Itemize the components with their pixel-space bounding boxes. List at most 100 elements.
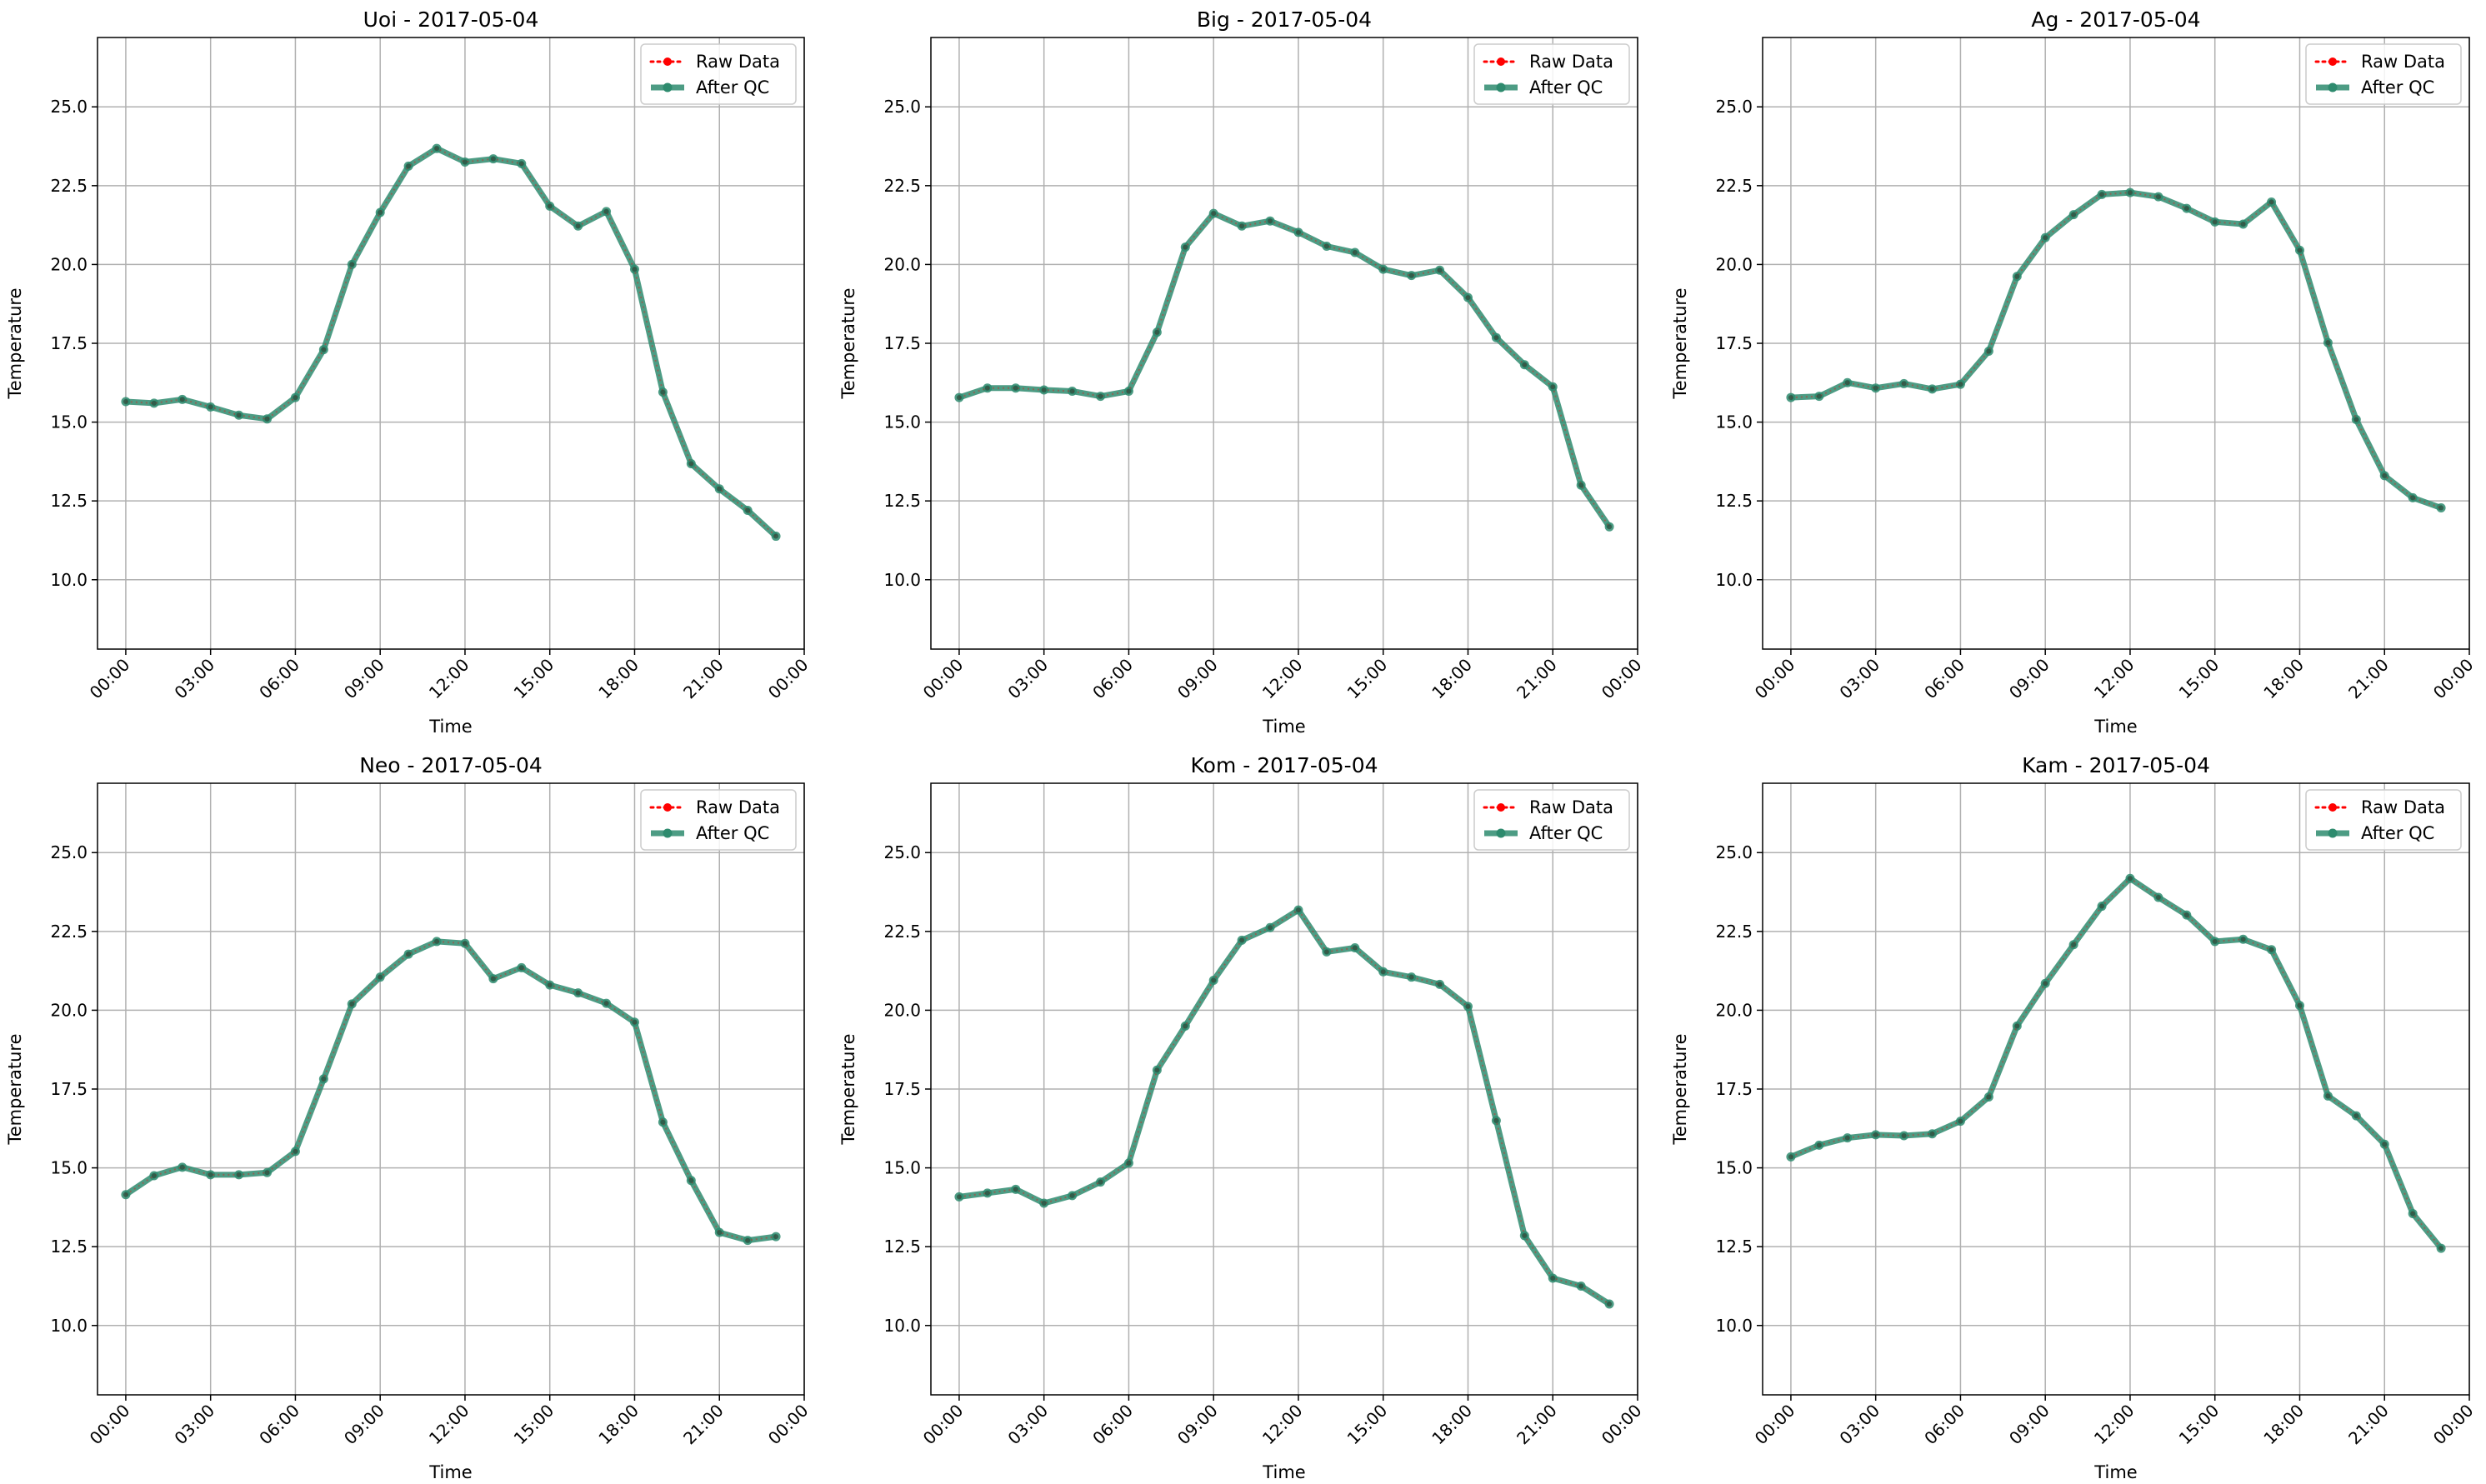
point-raw-data xyxy=(1578,1283,1584,1289)
x-tick-label: 03:00 xyxy=(1835,655,1883,703)
point-raw-data xyxy=(1929,1131,1935,1137)
point-raw-data xyxy=(1901,381,1907,387)
legend-marker-after-qc xyxy=(1496,82,1506,92)
point-raw-data xyxy=(264,1170,270,1176)
x-tick-label: 00:00 xyxy=(764,655,813,703)
point-raw-data xyxy=(490,976,496,982)
point-raw-data xyxy=(1873,385,1878,391)
point-raw-data xyxy=(773,533,779,539)
point-raw-data xyxy=(1211,211,1217,217)
y-tick-label: 12.5 xyxy=(50,1237,88,1257)
point-raw-data xyxy=(2043,981,2048,987)
point-raw-data xyxy=(575,990,581,996)
x-tick-label: 00:00 xyxy=(1598,655,1646,703)
point-raw-data xyxy=(1607,1302,1613,1307)
legend: Raw Data After QC xyxy=(1473,789,1630,851)
y-tick-label: 10.0 xyxy=(1715,1316,1753,1336)
series-line-raw-data xyxy=(958,212,1610,527)
point-raw-data xyxy=(1578,482,1584,488)
point-raw-data xyxy=(1154,329,1160,335)
point-raw-data xyxy=(1844,1135,1850,1141)
x-tick-label: 09:00 xyxy=(1173,1401,1222,1449)
point-raw-data xyxy=(688,461,694,467)
point-raw-data xyxy=(2410,1211,2416,1217)
x-tick-label: 03:00 xyxy=(1003,1401,1052,1449)
axes-frame xyxy=(1762,37,2470,650)
y-tick-label: 10.0 xyxy=(883,570,921,590)
legend-label-after-qc: After QC xyxy=(696,823,769,843)
y-tick-label: 17.5 xyxy=(1715,1079,1753,1099)
point-raw-data xyxy=(1239,937,1245,943)
point-raw-data xyxy=(1816,393,1822,399)
point-raw-data xyxy=(1788,395,1793,401)
point-raw-data xyxy=(984,1190,990,1196)
x-tick-label: 21:00 xyxy=(679,655,728,703)
point-raw-data xyxy=(1958,1118,1963,1124)
point-raw-data xyxy=(1154,1067,1160,1073)
legend-label-after-qc: After QC xyxy=(696,77,769,97)
point-raw-data xyxy=(151,1173,157,1179)
legend-label-after-qc: After QC xyxy=(1529,77,1603,97)
point-raw-data xyxy=(1069,388,1075,394)
x-tick-label: 18:00 xyxy=(1428,1401,1476,1449)
point-raw-data xyxy=(2297,247,2303,253)
point-raw-data xyxy=(378,209,383,215)
point-raw-data xyxy=(1041,387,1047,392)
x-tick-label: 09:00 xyxy=(340,1401,388,1449)
x-tick-label: 21:00 xyxy=(2344,1401,2393,1449)
x-tick-label: 00:00 xyxy=(2429,655,2478,703)
point-raw-data xyxy=(1986,348,1992,354)
point-raw-data xyxy=(518,965,524,971)
y-tick-label: 12.5 xyxy=(1715,491,1753,511)
axes-frame xyxy=(930,37,1638,650)
point-raw-data xyxy=(1126,388,1132,394)
y-tick-label: 17.5 xyxy=(50,333,88,353)
x-tick-label: 09:00 xyxy=(2005,655,2053,703)
legend-label-after-qc: After QC xyxy=(2361,823,2434,843)
point-raw-data xyxy=(1986,1094,1992,1100)
axes-frame xyxy=(1762,782,2470,1396)
point-raw-data xyxy=(1126,1160,1132,1166)
series-line-after-qc xyxy=(958,210,1612,529)
point-raw-data xyxy=(1408,272,1414,278)
point-raw-data xyxy=(1352,945,1358,951)
point-raw-data xyxy=(2410,495,2416,501)
legend-marker-after-qc xyxy=(2328,82,2338,92)
point-raw-data xyxy=(2268,199,2274,205)
point-raw-data xyxy=(2014,1023,2020,1029)
subplot-5: 00:00 03:00 06:00 09:00 12:00 15:00 18:00 21:00… xyxy=(838,753,1646,1482)
subplot-3: 00:00 03:00 06:00 09:00 12:00 15:00 18:00 21:00… xyxy=(1670,7,2478,737)
subplot-1: 00:00 03:00 06:00 09:00 12:00 15:00 18:00 21:00… xyxy=(5,7,813,737)
point-raw-data xyxy=(208,1172,213,1177)
x-tick-label: 00:00 xyxy=(86,655,134,703)
legend: Raw Data After QC xyxy=(1473,43,1630,105)
x-axis-label: Time xyxy=(2093,1462,2137,1482)
y-tick-label: 25.0 xyxy=(883,842,921,862)
y-tick-label: 20.0 xyxy=(1715,254,1753,274)
x-tick-label: 03:00 xyxy=(170,1401,218,1449)
legend-label-raw-data: Raw Data xyxy=(696,52,780,72)
y-axis-label: Temperature xyxy=(838,287,858,399)
point-raw-data xyxy=(1958,382,1963,387)
point-raw-data xyxy=(179,1164,185,1170)
legend-label-raw-data: Raw Data xyxy=(696,797,780,817)
point-raw-data xyxy=(1352,250,1358,256)
y-tick-label: 25.0 xyxy=(1715,97,1753,117)
y-tick-label: 25.0 xyxy=(50,842,88,862)
y-tick-label: 20.0 xyxy=(1715,1000,1753,1020)
point-raw-data xyxy=(123,1192,128,1197)
point-raw-data xyxy=(2183,912,2189,918)
y-tick-label: 17.5 xyxy=(50,1079,88,1099)
point-raw-data xyxy=(1901,1132,1907,1138)
x-tick-label: 18:00 xyxy=(2259,1401,2308,1449)
y-tick-label: 20.0 xyxy=(883,254,921,274)
point-raw-data xyxy=(2099,903,2105,909)
y-tick-label: 22.5 xyxy=(50,922,88,942)
series-line-raw-data xyxy=(1790,192,2442,509)
y-tick-label: 25.0 xyxy=(50,97,88,117)
point-raw-data xyxy=(264,416,270,422)
point-raw-data xyxy=(1873,1132,1878,1137)
point-raw-data xyxy=(1013,1187,1018,1192)
point-raw-data xyxy=(321,1076,327,1082)
